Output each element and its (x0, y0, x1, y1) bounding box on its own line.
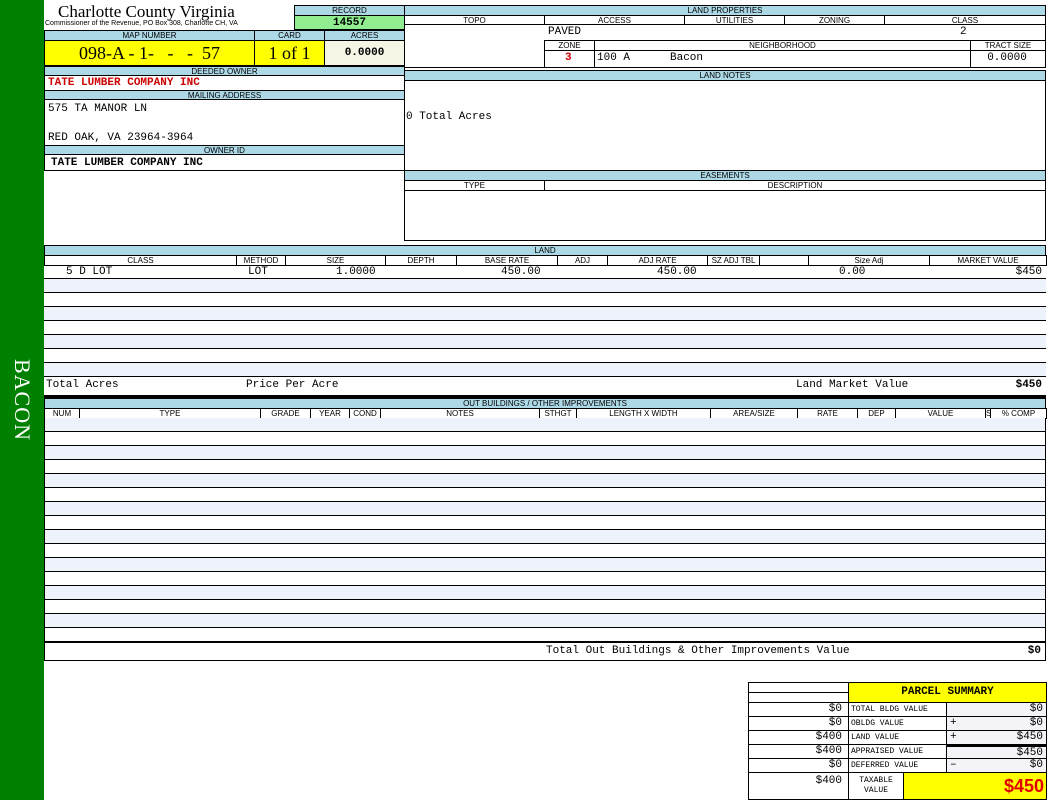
land-totals: Total Acres Price Per Acre Land Market V… (44, 376, 1046, 398)
summary-amount: $450 (1016, 731, 1043, 743)
summary-operator: – (950, 759, 957, 771)
access-value: PAVED (548, 26, 582, 38)
land-row-empty (44, 349, 1046, 363)
summary-label: OBLDG VALUE (848, 716, 947, 731)
zone-value: 3 (565, 52, 572, 64)
address-line-2: RED OAK, VA 23964-3964 (48, 132, 194, 144)
land-market-total: $450 (1015, 379, 1042, 391)
record-value: 14557 (294, 15, 405, 30)
sidebar-label: BACON (10, 358, 35, 442)
land-base-rate: 450.00 (501, 266, 541, 278)
county-title: Charlotte County Virginia (58, 2, 235, 21)
outbuilding-row (44, 572, 1046, 586)
owner-id: TATE LUMBER COMPANY INC (44, 154, 405, 171)
map-number: 098-A - 1- - - 57 (44, 40, 255, 66)
summary-operator: + (950, 731, 957, 743)
outbuilding-row (44, 614, 1046, 628)
neighborhood-code: 100 A (597, 52, 631, 64)
summary-amount: $0 (1029, 759, 1043, 771)
outbuilding-row (44, 628, 1046, 642)
taxable-value-label: TAXABLE VALUE (848, 772, 904, 800)
zone-row (544, 50, 1046, 68)
outbuilding-row (44, 600, 1046, 614)
outbuilding-row (44, 502, 1046, 516)
summary-prev-value: $400 (748, 744, 849, 759)
outbuildings-total: $0 (1027, 645, 1041, 657)
land-method: LOT (248, 266, 268, 278)
land-notes: 0 Total Acres (404, 80, 1046, 171)
land-col-header: MARKET VALUE (929, 255, 1047, 266)
summary-value: – $0 (946, 758, 1047, 773)
mailing-address: 575 TA MANOR LN RED OAK, VA 23964-3964 (44, 99, 405, 146)
outbuilding-row (44, 432, 1046, 446)
land-row-empty (44, 335, 1046, 349)
summary-operator: + (950, 717, 957, 729)
outbuilding-row (44, 488, 1046, 502)
total-acres-label: Total Acres (46, 379, 119, 391)
summary-amount: $0 (1029, 717, 1043, 729)
land-row-empty (44, 363, 1046, 377)
outbuildings-total-row: Total Out Buildings & Other Improvements… (44, 642, 1046, 661)
parcel-summary-title: PARCEL SUMMARY (848, 682, 1047, 703)
outbuilding-row (44, 586, 1046, 600)
summary-label: APPRAISED VALUE (848, 744, 947, 759)
land-size: 1.0000 (336, 266, 376, 278)
outbuilding-row (44, 474, 1046, 488)
outbuilding-row (44, 418, 1046, 432)
sidebar: BACON (0, 0, 44, 800)
taxable-value: $450 (903, 772, 1047, 800)
summary-amount: $450 (1016, 747, 1043, 759)
acres-value: 0.0000 (324, 40, 405, 66)
outbuilding-row (44, 460, 1046, 474)
outbuilding-row (44, 530, 1046, 544)
summary-label: TOTAL BLDG VALUE (848, 702, 947, 717)
neighborhood-name: Bacon (670, 52, 704, 64)
outbuilding-row (44, 516, 1046, 530)
summary-amount: $0 (1029, 703, 1043, 715)
land-row: 5 D LOT LOT 1.0000 450.00 450.00 0.00 $4… (44, 265, 1046, 279)
easements-body (404, 190, 1046, 241)
summary-value: + $450 (946, 730, 1047, 745)
price-per-acre-label: Price Per Acre (246, 379, 339, 391)
outbuilding-row (44, 558, 1046, 572)
land-row-empty (44, 321, 1046, 335)
land-row-empty (44, 293, 1046, 307)
land-notes-text: 0 Total Acres (406, 111, 492, 123)
land-row-empty (44, 307, 1046, 321)
deeded-owner: TATE LUMBER COMPANY INC (44, 75, 405, 91)
tract-size-value: 0.0000 (987, 52, 1027, 64)
land-size-adj: 0.00 (839, 266, 866, 278)
summary-label: DEFERRED VALUE (848, 758, 947, 773)
land-market-value-label: Land Market Value (796, 379, 909, 391)
outbuilding-row (44, 446, 1046, 460)
land-adj-rate: 450.00 (657, 266, 697, 278)
summary-prev-value: $400 (748, 730, 849, 745)
land-class: 5 D LOT (66, 266, 113, 278)
outbuildings-total-label: Total Out Buildings & Other Improvements… (546, 645, 850, 657)
outbuilding-row (44, 544, 1046, 558)
summary-prev-value: $0 (748, 716, 849, 731)
land-row-empty (44, 279, 1046, 293)
address-line-1: 575 TA MANOR LN (48, 103, 148, 115)
summary-value: $450 (946, 744, 1047, 759)
county-subtitle: Commissioner of the Revenue, PO Box 308,… (45, 20, 238, 27)
summary-prev-taxable: $400 (748, 772, 849, 800)
land-market-value: $450 (1015, 266, 1042, 278)
summary-label: LAND VALUE (848, 730, 947, 745)
summary-prev-value: $0 (748, 758, 849, 773)
card-value: 1 of 1 (254, 40, 325, 66)
summary-prev-value: $0 (748, 702, 849, 717)
class-value: 2 (960, 26, 967, 38)
summary-value: $0 (946, 702, 1047, 717)
summary-value: + $0 (946, 716, 1047, 731)
